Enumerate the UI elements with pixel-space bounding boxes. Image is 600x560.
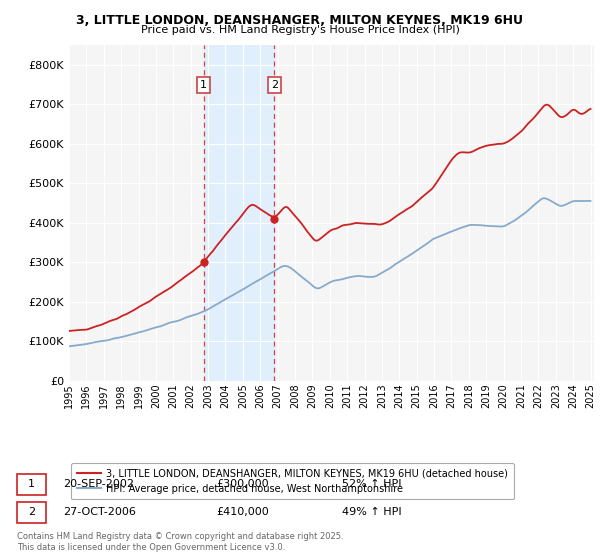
Text: 1: 1 — [28, 479, 35, 489]
Bar — [204, 45, 274, 381]
Text: £410,000: £410,000 — [216, 507, 269, 517]
Text: 3, LITTLE LONDON, DEANSHANGER, MILTON KEYNES, MK19 6HU: 3, LITTLE LONDON, DEANSHANGER, MILTON KE… — [77, 14, 523, 27]
Text: 52% ↑ HPI: 52% ↑ HPI — [342, 479, 401, 489]
Text: 20-SEP-2002: 20-SEP-2002 — [63, 479, 134, 489]
Text: Price paid vs. HM Land Registry's House Price Index (HPI): Price paid vs. HM Land Registry's House … — [140, 25, 460, 35]
Text: 2: 2 — [271, 80, 278, 90]
Text: 2: 2 — [28, 507, 35, 517]
Text: Contains HM Land Registry data © Crown copyright and database right 2025.
This d: Contains HM Land Registry data © Crown c… — [17, 532, 343, 552]
Legend: 3, LITTLE LONDON, DEANSHANGER, MILTON KEYNES, MK19 6HU (detached house), HPI: Av: 3, LITTLE LONDON, DEANSHANGER, MILTON KE… — [71, 463, 514, 500]
Text: 1: 1 — [200, 80, 207, 90]
Text: 27-OCT-2006: 27-OCT-2006 — [63, 507, 136, 517]
Text: £300,000: £300,000 — [216, 479, 269, 489]
Text: 49% ↑ HPI: 49% ↑ HPI — [342, 507, 401, 517]
